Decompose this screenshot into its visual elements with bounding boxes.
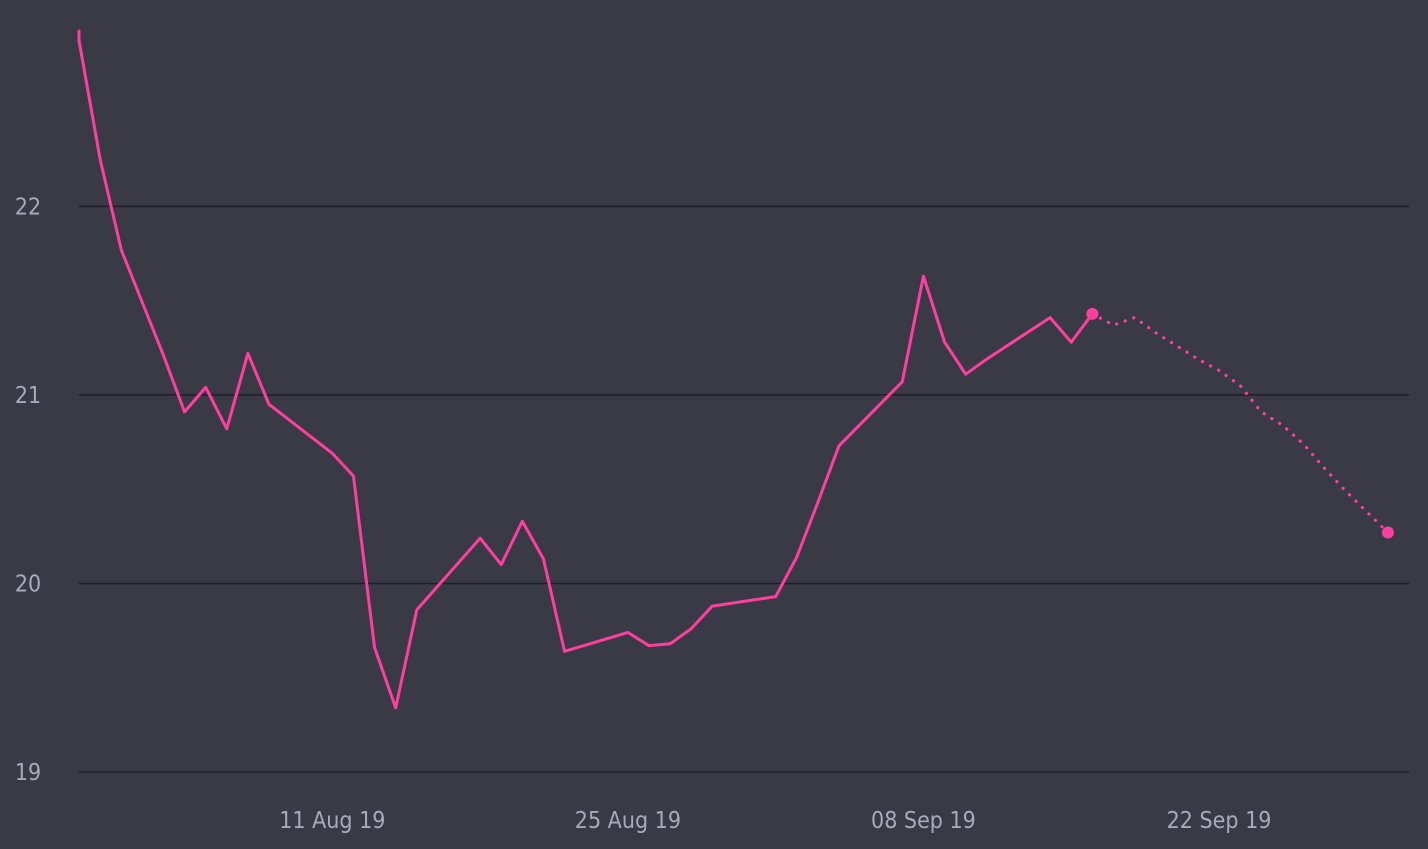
x-tick-label: 22 Sep 19 xyxy=(1167,808,1272,834)
last-actual-point-marker[interactable] xyxy=(1086,307,1099,320)
y-axis-ticks: 19 20 21 22 xyxy=(15,194,41,786)
x-tick-label: 11 Aug 19 xyxy=(279,808,385,834)
y-tick-label: 21 xyxy=(15,383,41,409)
y-tick-label: 19 xyxy=(15,760,41,786)
y-tick-label: 20 xyxy=(15,571,41,597)
x-tick-label: 25 Aug 19 xyxy=(575,808,681,834)
actual-series-line xyxy=(77,29,1094,710)
forecast-series-line xyxy=(1090,312,1390,535)
y-tick-label: 22 xyxy=(15,194,41,220)
point-markers xyxy=(1086,307,1394,539)
series-layer xyxy=(77,29,1390,710)
x-tick-label: 08 Sep 19 xyxy=(871,808,976,834)
grid-lines xyxy=(79,205,1409,773)
last-forecast-point-marker[interactable] xyxy=(1381,526,1394,539)
x-axis-ticks: 11 Aug 19 25 Aug 19 08 Sep 19 22 Sep 19 xyxy=(279,808,1271,834)
